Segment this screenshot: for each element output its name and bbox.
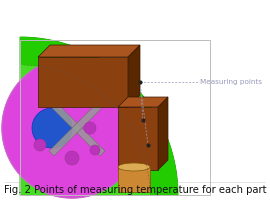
Polygon shape [20, 37, 178, 195]
Polygon shape [84, 122, 96, 134]
Bar [118, 107, 158, 170]
Polygon shape [49, 100, 105, 156]
Bar [118, 167, 150, 192]
Polygon shape [20, 37, 178, 195]
Bar [38, 57, 128, 107]
Polygon shape [65, 88, 79, 102]
Polygon shape [20, 65, 150, 195]
Polygon shape [90, 145, 100, 155]
Polygon shape [128, 45, 140, 107]
Text: Fig. 2 Points of measuring temperature for each part: Fig. 2 Points of measuring temperature f… [4, 185, 266, 195]
Bar [20, 40, 210, 195]
Polygon shape [49, 94, 61, 106]
Polygon shape [49, 100, 105, 156]
Polygon shape [2, 58, 142, 198]
Polygon shape [65, 151, 79, 165]
Polygon shape [118, 97, 168, 107]
Polygon shape [34, 139, 46, 151]
Text: Measuring points: Measuring points [200, 79, 262, 85]
Ellipse shape [118, 163, 150, 171]
Polygon shape [32, 108, 72, 148]
Polygon shape [158, 97, 168, 170]
Polygon shape [38, 45, 140, 57]
